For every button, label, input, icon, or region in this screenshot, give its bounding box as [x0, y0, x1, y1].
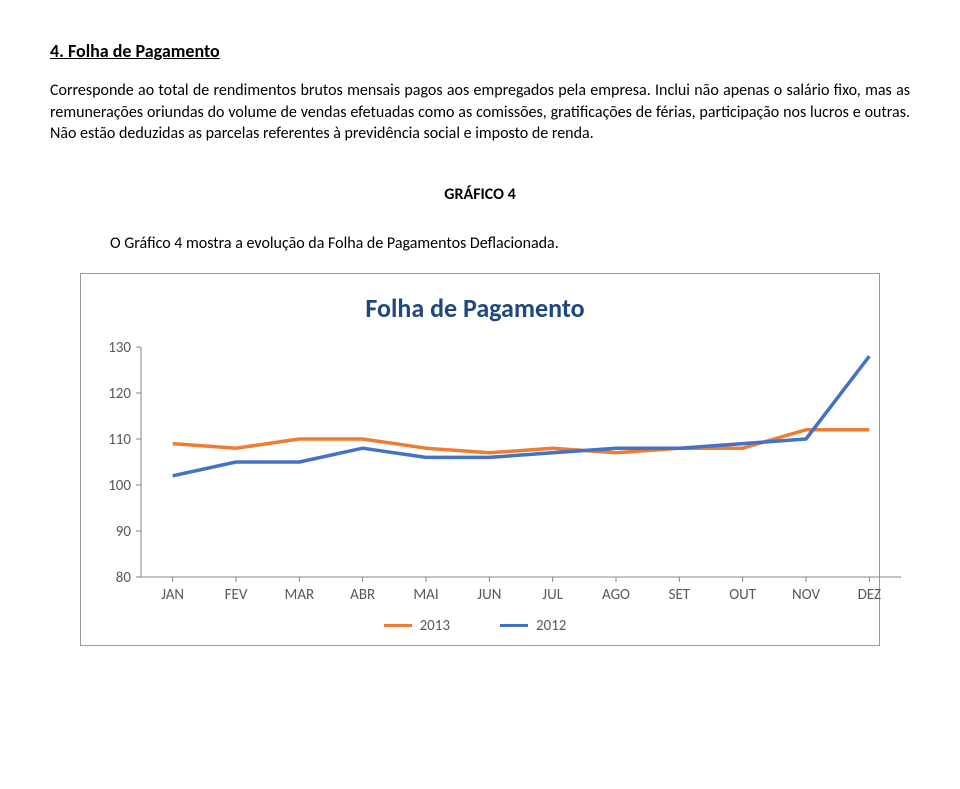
grafico-label: GRÁFICO 4 — [50, 185, 910, 204]
svg-text:90: 90 — [116, 523, 132, 541]
chart-container: Folha de Pagamento 80 90 100 110 120 130 JAN FE… — [80, 273, 880, 646]
svg-text:120: 120 — [108, 385, 131, 403]
svg-text:OUT: OUT — [729, 586, 757, 604]
svg-text:ABR: ABR — [350, 586, 375, 604]
legend-swatch — [384, 624, 412, 627]
svg-text:MAR: MAR — [285, 586, 315, 604]
svg-text:MAI: MAI — [413, 586, 438, 604]
legend-swatch — [500, 624, 528, 627]
legend-item-2013: 2013 — [384, 617, 450, 635]
svg-text:AGO: AGO — [602, 586, 630, 604]
svg-text:80: 80 — [116, 569, 132, 587]
svg-text:110: 110 — [108, 431, 131, 449]
svg-text:130: 130 — [108, 342, 131, 357]
svg-text:JUN: JUN — [477, 586, 501, 604]
svg-text:SET: SET — [669, 586, 691, 604]
line-chart: 80 90 100 110 120 130 JAN FEV MAR ABR MAI JUN JUL AGO… — [91, 342, 911, 607]
svg-text:JAN: JAN — [161, 586, 184, 604]
svg-text:FEV: FEV — [225, 586, 248, 604]
legend-item-2012: 2012 — [500, 617, 566, 635]
series-2012 — [173, 356, 870, 476]
legend-label: 2013 — [420, 617, 450, 635]
svg-text:100: 100 — [108, 477, 131, 495]
legend-label: 2012 — [536, 617, 566, 635]
svg-text:NOV: NOV — [792, 586, 820, 604]
section-title: 4. Folha de Pagamento — [50, 40, 910, 62]
chart-legend: 2013 2012 — [91, 617, 859, 635]
svg-text:DEZ: DEZ — [858, 586, 882, 604]
section-paragraph: Corresponde ao total de rendimentos brut… — [50, 80, 910, 145]
chart-title: Folha de Pagamento — [91, 292, 859, 324]
chart-caption: O Gráfico 4 mostra a evolução da Folha d… — [110, 234, 910, 253]
svg-text:JUL: JUL — [542, 586, 563, 604]
